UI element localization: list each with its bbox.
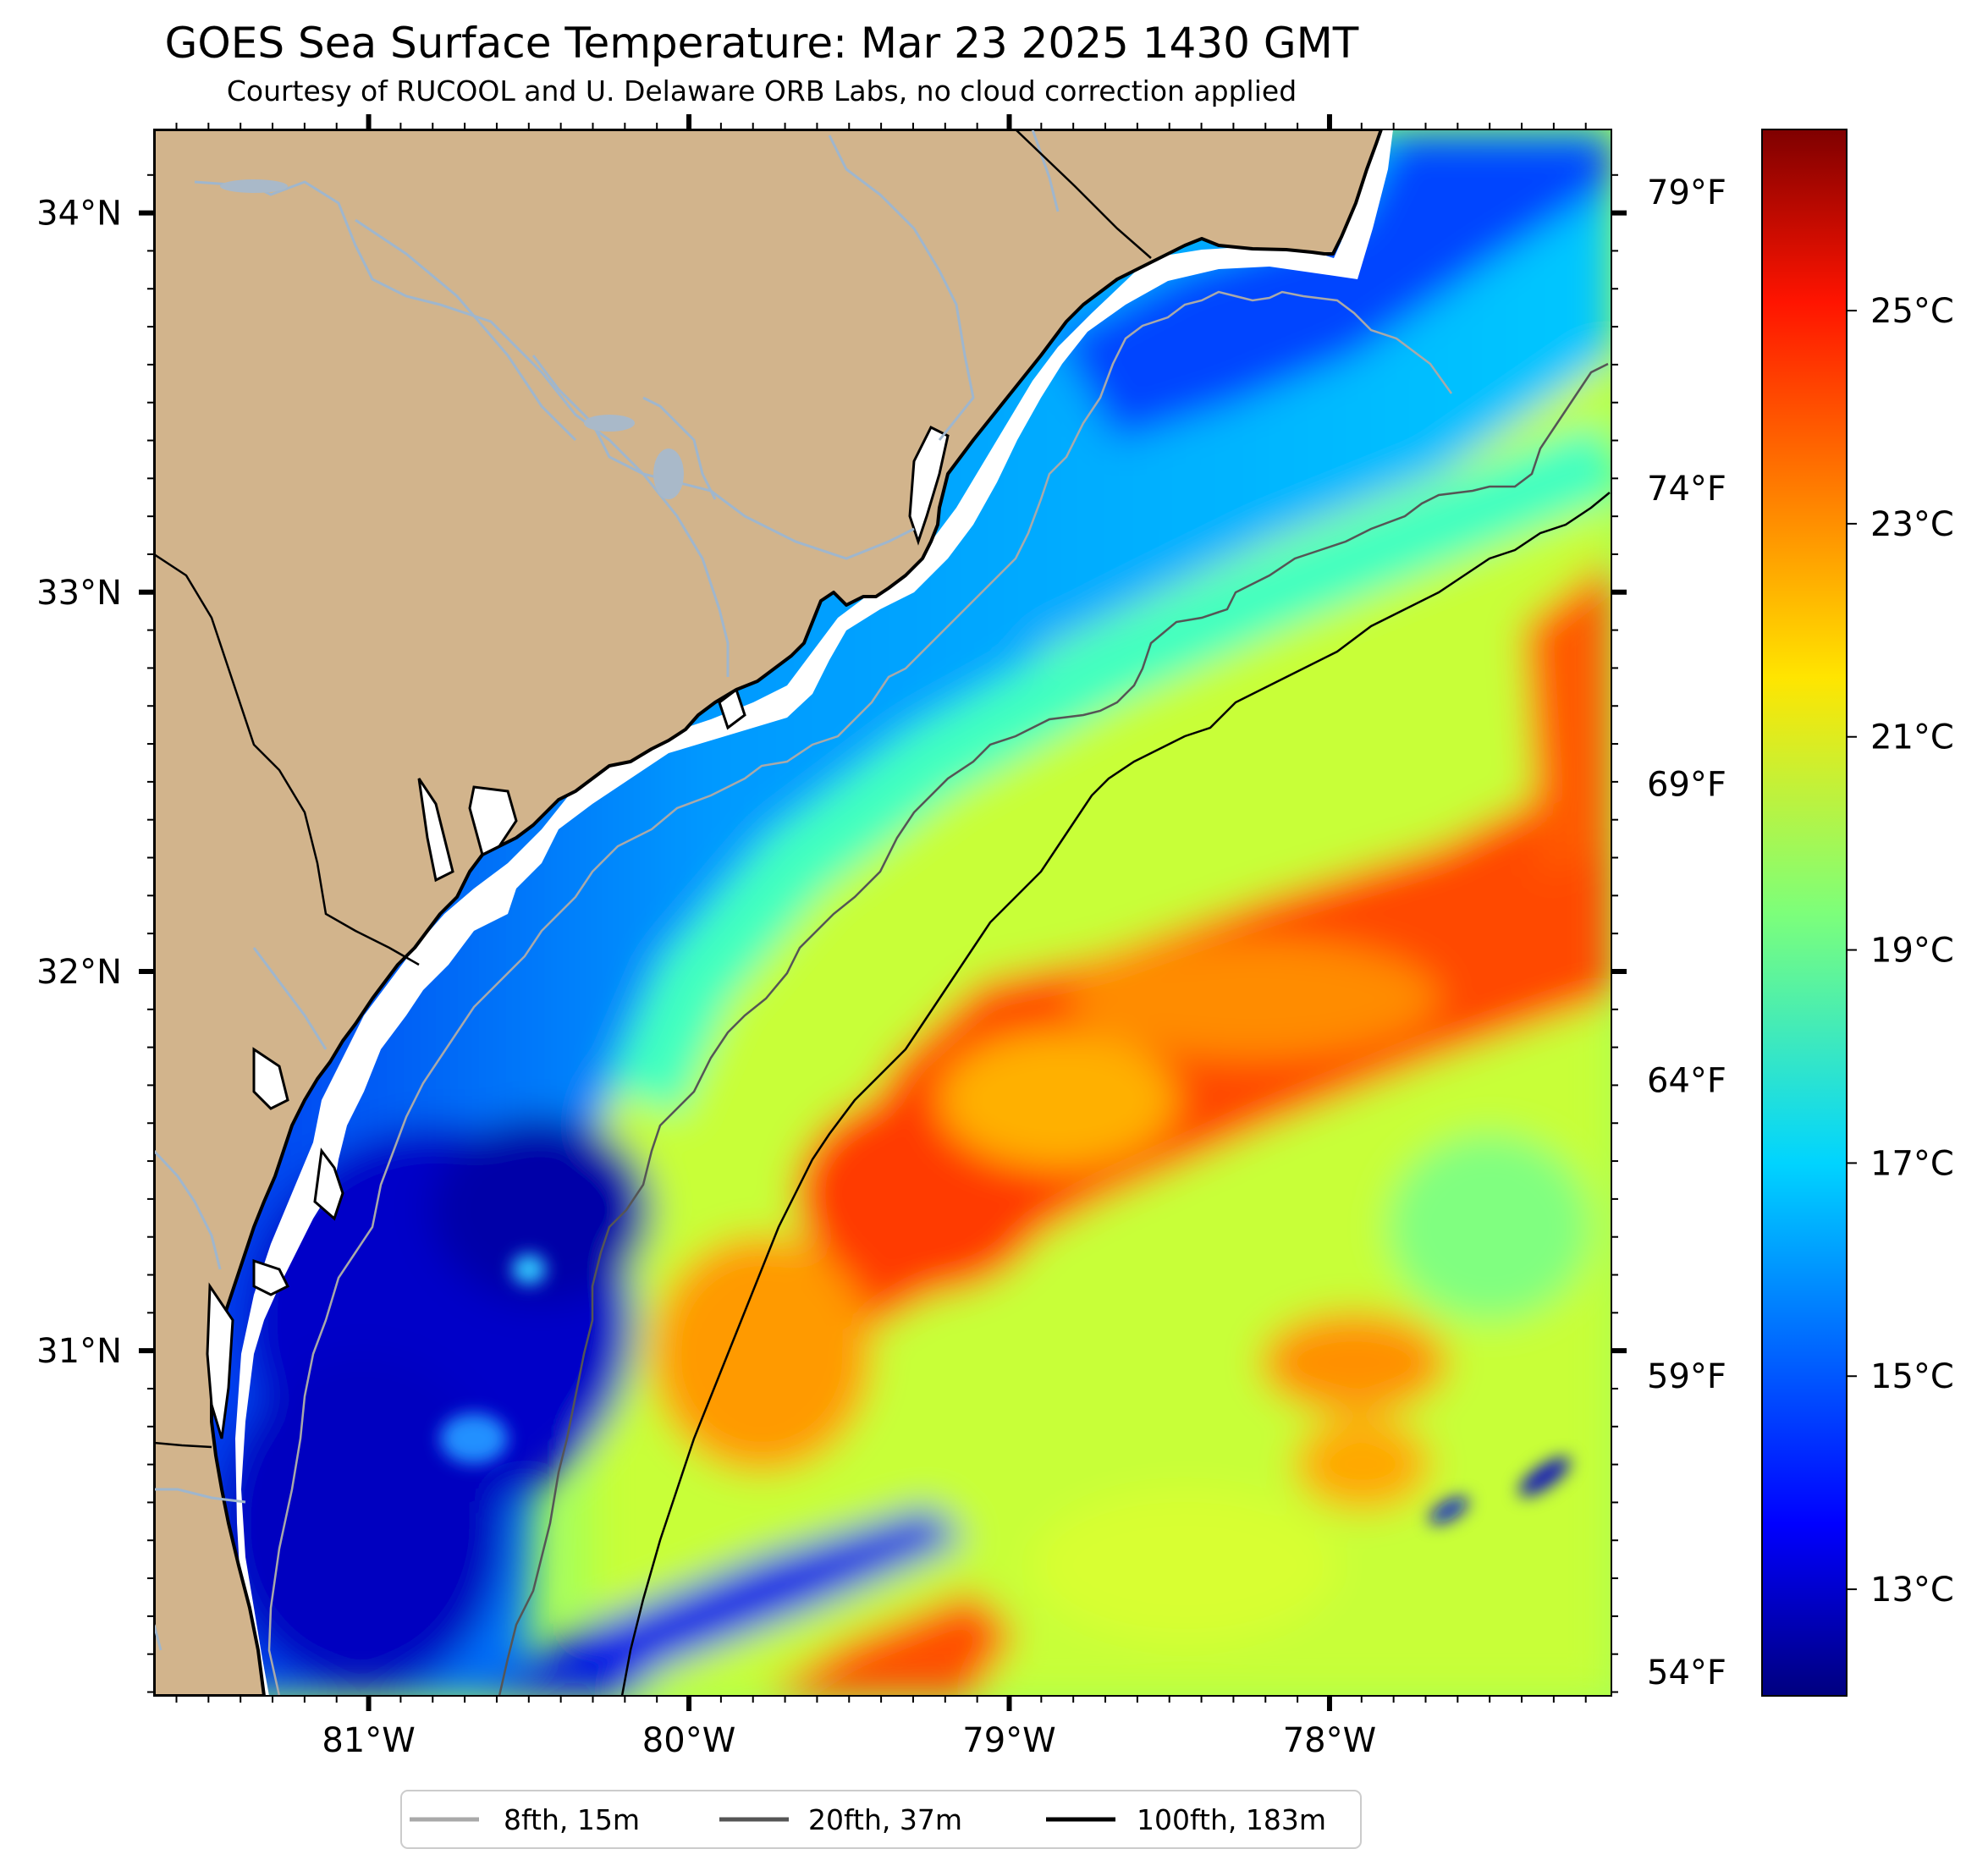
legend: 8fth, 15m 20fth, 37m 100fth, 183m <box>400 1790 1362 1849</box>
lat-tick-label: 32°N <box>36 953 122 992</box>
fahrenheit-tick-label: 74°F <box>1647 470 1726 509</box>
legend-label: 8fth, 15m <box>504 1803 640 1836</box>
no-data-coastal-strip <box>235 129 1393 1696</box>
lon-tick-label: 80°W <box>642 1721 735 1760</box>
celsius-tick-label: 17°C <box>1870 1144 1954 1183</box>
celsius-tick-label: 13°C <box>1870 1571 1954 1610</box>
fahrenheit-tick-label: 54°F <box>1647 1654 1726 1692</box>
isobath-8fth <box>267 290 1453 1696</box>
legend-label: 20fth, 37m <box>808 1803 962 1836</box>
state-borders <box>154 129 1152 1449</box>
sst-field <box>154 129 1611 1696</box>
colorbar-ticks: 25°C 23°C 21°C 19°C 17°C 15°C 13°C 79°F 74°F 69°F… <box>1647 173 1954 1692</box>
legend-label: 100fth, 183m <box>1137 1803 1326 1836</box>
fahrenheit-tick-label: 69°F <box>1647 766 1726 805</box>
figure-title: GOES Sea Surface Temperature: Mar 23 202… <box>164 19 1359 68</box>
isobath-100fth <box>620 492 1611 1696</box>
axis-ticks: 81°W 80°W 79°W 78°W 34°N 33°N 32°N 31°N <box>36 114 1627 1760</box>
fahrenheit-tick-label: 59°F <box>1647 1357 1726 1396</box>
lon-tick-label: 78°W <box>1283 1721 1376 1760</box>
celsius-tick-label: 21°C <box>1870 718 1954 757</box>
celsius-tick-label: 19°C <box>1870 932 1954 971</box>
isobath-20fth <box>498 362 1609 1696</box>
land-mass <box>154 129 1383 1696</box>
figure-subtitle: Courtesy of RUCOOL and U. Delaware ORB L… <box>226 74 1297 107</box>
lat-tick-label: 33°N <box>36 574 122 613</box>
lon-tick-label: 79°W <box>962 1721 1055 1760</box>
cold-blobs <box>440 1254 1571 1524</box>
lakes <box>220 179 684 499</box>
plot-area <box>154 129 1611 1696</box>
plot-frame <box>153 129 1612 1697</box>
celsius-tick-label: 25°C <box>1870 292 1954 331</box>
lat-tick-label: 31°N <box>36 1332 122 1371</box>
legend-frame <box>400 1790 1362 1849</box>
lon-tick-label: 81°W <box>322 1721 415 1760</box>
rivers <box>154 129 1060 1651</box>
fahrenheit-tick-label: 64°F <box>1647 1061 1726 1100</box>
lat-tick-label: 34°N <box>36 195 122 234</box>
celsius-tick-label: 15°C <box>1870 1357 1954 1396</box>
colorbar <box>1761 129 1848 1697</box>
coastal-inlets <box>206 425 950 1439</box>
celsius-tick-label: 23°C <box>1870 505 1954 544</box>
fahrenheit-tick-label: 79°F <box>1647 173 1726 212</box>
